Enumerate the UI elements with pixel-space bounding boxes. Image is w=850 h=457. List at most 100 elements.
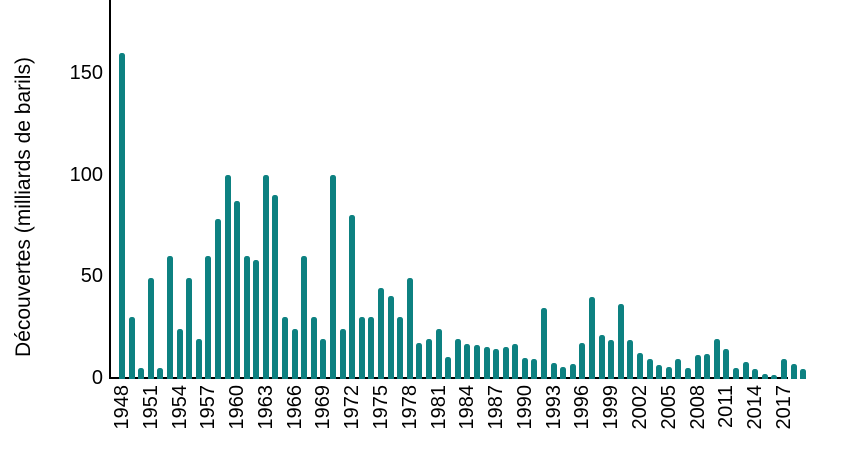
x-tick-label: 1954 (168, 385, 191, 430)
bar-2015 (761, 374, 768, 379)
x-tick-label: 2011 (715, 385, 738, 429)
bar-1972 (349, 215, 356, 379)
bar-1997 (589, 297, 596, 379)
bar-2010 (713, 338, 720, 379)
y-tick-label: 0 (91, 366, 103, 389)
bar-1963 (262, 174, 269, 379)
bar-1996 (579, 343, 586, 379)
bar-1956 (195, 338, 202, 379)
bar-1978 (406, 278, 413, 379)
bar-1953 (166, 255, 173, 379)
y-axis-title: Découvertes (milliards de barils) (12, 57, 35, 357)
bar-2018 (790, 364, 797, 379)
x-tick-label: 2017 (772, 385, 795, 430)
bar-1967 (301, 255, 308, 379)
bar-2002 (637, 353, 644, 379)
bar-2017 (780, 359, 787, 379)
x-tick-label: 2014 (744, 385, 767, 430)
bar-1973 (358, 316, 365, 379)
x-tick-label: 1990 (513, 385, 536, 430)
bar-1982 (445, 357, 452, 379)
bar-2001 (627, 340, 634, 379)
bar-1989 (512, 344, 519, 379)
bar-2004 (656, 365, 663, 379)
bar-1992 (541, 307, 548, 379)
bar-1958 (214, 219, 221, 379)
x-tick-label: 1951 (139, 385, 162, 430)
x-tick-label: 1981 (427, 385, 450, 430)
bar-1974 (368, 316, 375, 379)
bar-1976 (387, 296, 394, 379)
x-tick-label: 2005 (657, 385, 680, 430)
bar-2012 (732, 368, 739, 379)
x-tick-label: 1969 (312, 385, 335, 430)
bar-1952 (157, 368, 164, 379)
x-tick-label: 1963 (254, 385, 277, 430)
bar-1998 (598, 334, 605, 379)
bar-2007 (684, 368, 691, 379)
bar-1985 (473, 345, 480, 379)
x-tick-label: 1984 (456, 385, 479, 430)
bar-2005 (665, 367, 672, 379)
x-tick-label: 1960 (226, 385, 249, 430)
bar-1957 (205, 255, 212, 379)
bar-1961 (243, 255, 250, 379)
bar-1981 (435, 328, 442, 379)
x-tick-label: 1999 (600, 385, 623, 430)
y-tick-label: 100 (69, 163, 103, 186)
bar-2019 (800, 369, 807, 379)
bar-1948 (119, 53, 125, 379)
bar-2008 (694, 355, 701, 379)
x-tick-label: 1957 (197, 385, 220, 430)
bar-1951 (147, 278, 154, 379)
y-tick-label: 150 (69, 62, 103, 85)
bar-1995 (569, 364, 576, 379)
bar-1949 (128, 316, 135, 379)
x-tick-label: 1987 (485, 385, 508, 430)
y-tick-label: 50 (80, 265, 103, 288)
bar-2016 (771, 375, 778, 379)
bar-1975 (378, 288, 384, 379)
bar-1966 (291, 328, 298, 379)
x-tick-label: 1975 (370, 385, 392, 430)
bar-1987 (493, 349, 500, 379)
bar-2009 (704, 354, 711, 379)
x-tick-label: 1996 (571, 385, 594, 430)
bar-2014 (752, 369, 759, 379)
bar-1969 (320, 338, 327, 379)
bar-1970 (330, 174, 337, 379)
bar-1986 (483, 347, 490, 379)
x-tick-label: 2002 (629, 385, 652, 430)
bar-1965 (282, 316, 289, 379)
bar-1993 (550, 363, 557, 379)
bar-2006 (675, 359, 682, 379)
x-tick-label: 1966 (283, 385, 306, 430)
bar-1950 (138, 368, 145, 379)
bar-1971 (339, 328, 346, 379)
bar-1959 (224, 174, 231, 379)
bar-2003 (646, 359, 653, 379)
bar-1988 (502, 347, 509, 379)
bar-1999 (608, 340, 615, 379)
bar-2013 (742, 362, 749, 379)
bar-1960 (234, 201, 241, 379)
y-axis-line (109, 0, 111, 379)
bar-1983 (454, 338, 461, 379)
bar-1991 (531, 359, 538, 379)
bar-1984 (464, 344, 471, 379)
bar-1954 (176, 328, 183, 379)
x-tick-label: 1993 (542, 385, 565, 430)
bar-1955 (186, 278, 193, 379)
bar-1994 (560, 367, 567, 379)
bar-2011 (723, 349, 730, 379)
bar-1962 (253, 259, 260, 379)
bar-1980 (425, 338, 432, 379)
x-tick-label: 1978 (398, 385, 421, 430)
bar-1979 (416, 343, 423, 379)
bar-1990 (521, 358, 528, 379)
x-tick-label: 1948 (111, 385, 133, 430)
bar-2000 (617, 303, 624, 379)
x-tick-label: 2008 (686, 385, 709, 430)
bar-1964 (272, 195, 279, 379)
